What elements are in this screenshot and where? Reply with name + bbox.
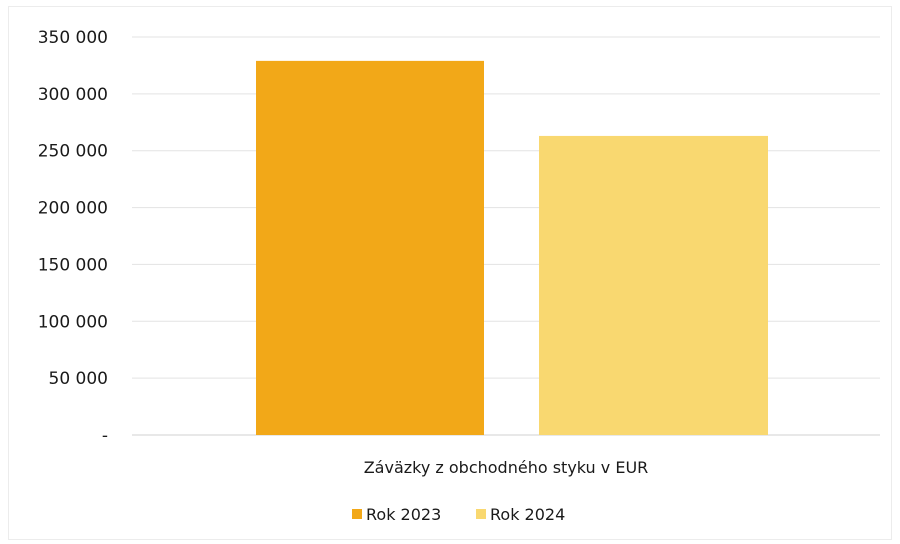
y-axis-ticks: - 50 000 100 000 150 000 200 000 250 000 300 0… xyxy=(38,28,108,446)
y-tick-label: 50 000 xyxy=(49,369,108,389)
y-tick-label: 100 000 xyxy=(38,312,108,332)
bar-rok-2024 xyxy=(539,135,768,435)
legend-label: Rok 2023 xyxy=(366,505,441,524)
legend-swatch xyxy=(476,509,486,519)
y-tick-label: 350 000 xyxy=(38,28,108,48)
bar-rok-2023 xyxy=(256,60,484,435)
legend-swatch xyxy=(352,509,362,519)
legend: Rok 2023 Rok 2024 xyxy=(352,505,565,524)
y-tick-label: 300 000 xyxy=(38,85,108,105)
y-tick-label: 150 000 xyxy=(38,255,108,275)
bars xyxy=(256,60,768,435)
legend-label: Rok 2024 xyxy=(490,505,565,524)
y-tick-label: 200 000 xyxy=(38,199,108,219)
y-tick-label: 250 000 xyxy=(38,142,108,162)
x-axis-categories: Záväzky z obchodného styku v EUR xyxy=(364,458,649,477)
x-category-label: Záväzky z obchodného styku v EUR xyxy=(364,458,649,477)
y-tick-label: - xyxy=(102,426,108,446)
